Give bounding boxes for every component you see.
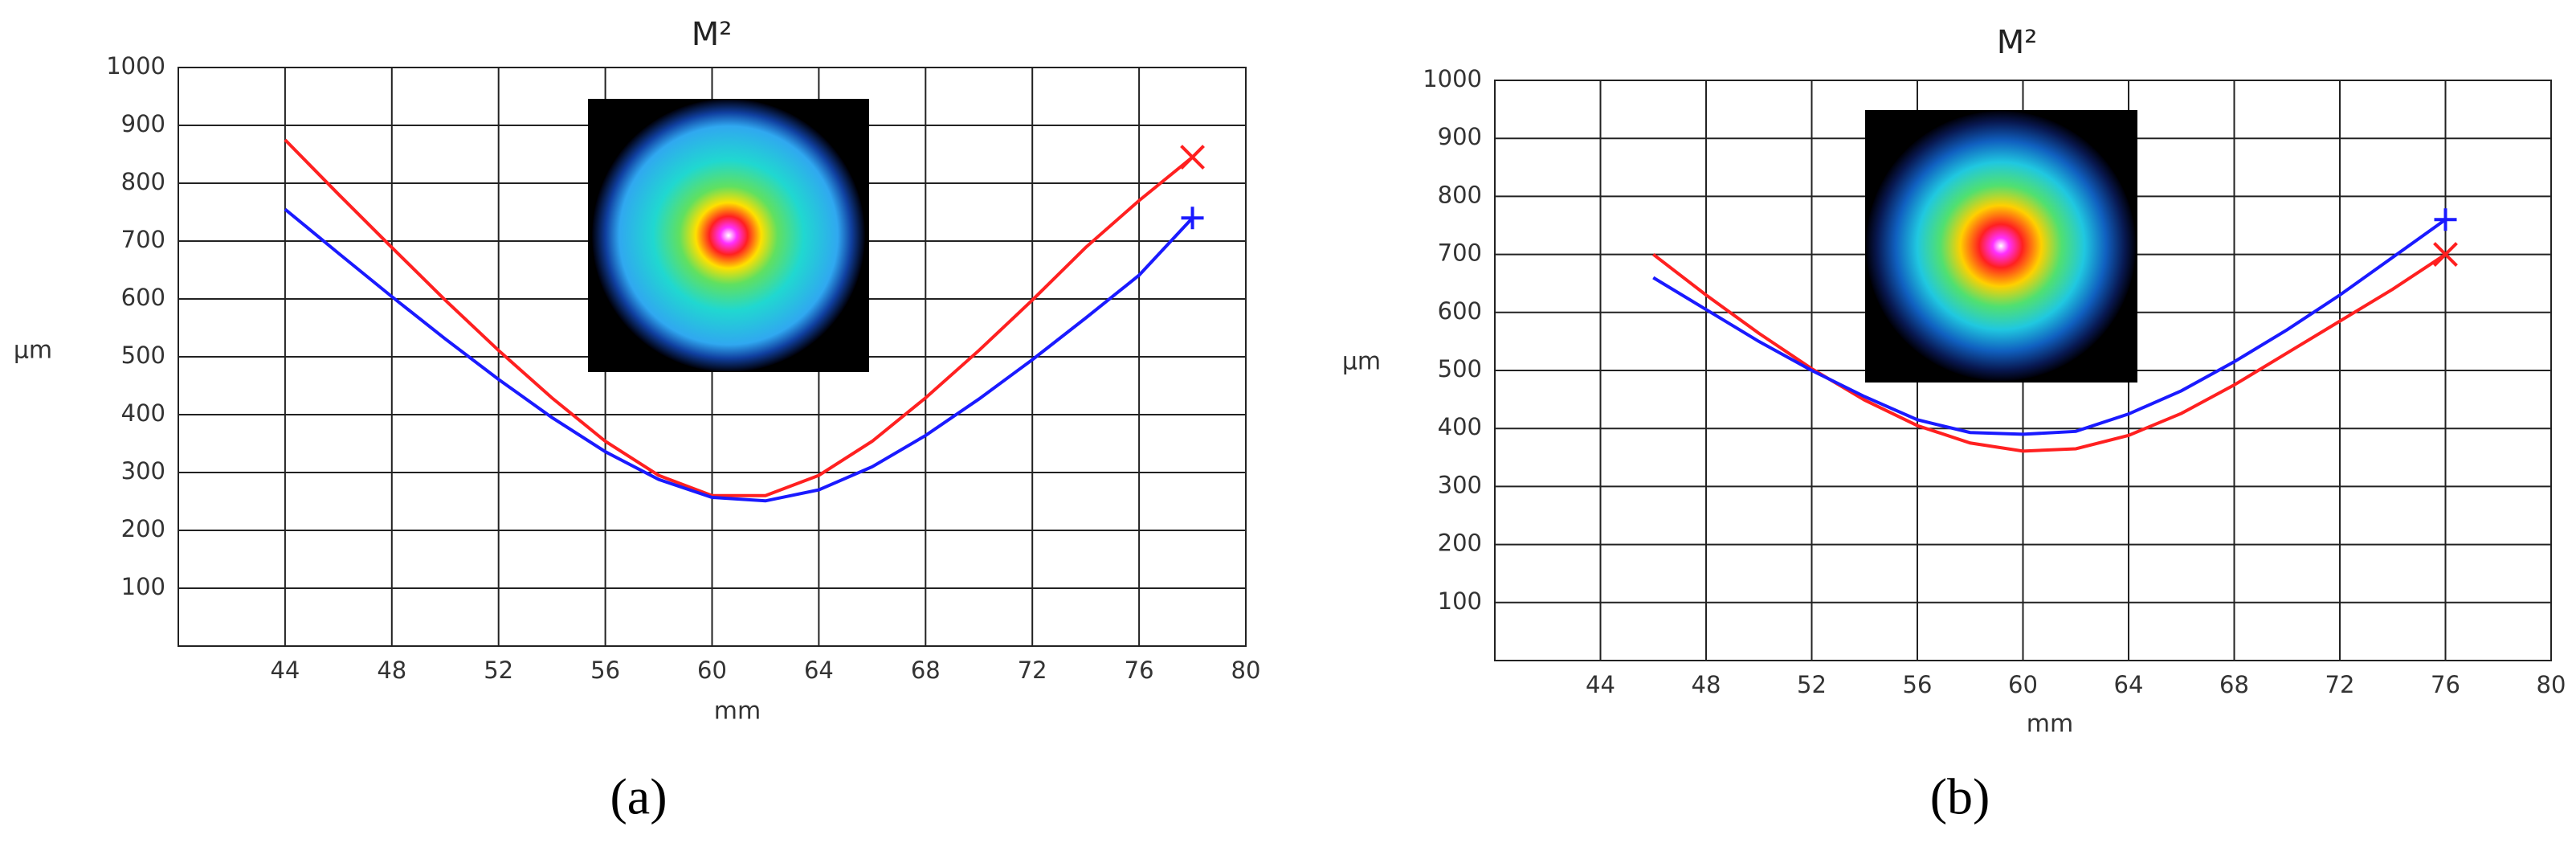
end-marker xyxy=(1181,207,1204,230)
end-marker xyxy=(2433,242,2458,268)
x-axis-label: mm xyxy=(714,698,761,726)
panel-label: (b) xyxy=(1930,768,1990,825)
x-tick-label: 68 xyxy=(911,657,941,684)
x-tick-label: 48 xyxy=(377,657,406,684)
x-axis-label: mm xyxy=(2027,710,2073,738)
x-tick-label: 72 xyxy=(2325,671,2355,698)
x-tick-label: 60 xyxy=(2008,671,2038,698)
y-axis-label: μm xyxy=(1342,348,1381,376)
x-tick-label: 80 xyxy=(2537,671,2566,698)
y-tick-label: 600 xyxy=(121,284,165,311)
series-line xyxy=(284,138,1194,497)
x-tick-label: 76 xyxy=(1125,657,1154,684)
x-tick-label: 44 xyxy=(270,657,300,684)
x-tick-label: 52 xyxy=(484,657,513,684)
x-tick-label: 64 xyxy=(2114,671,2144,698)
y-tick-label: 700 xyxy=(121,226,165,253)
y-axis-label: μm xyxy=(14,337,52,365)
charts: 100 200 300 400 500 600 700 800 900 1000 44 48 52 56 6… xyxy=(14,16,2566,825)
x-tick-label: 80 xyxy=(1231,657,1261,684)
x-tick-label: 72 xyxy=(1018,657,1047,684)
y-tick-label: 100 xyxy=(121,573,165,600)
y-tick-label: 800 xyxy=(121,168,165,195)
y-tick-label: 800 xyxy=(1438,181,1482,208)
series-line xyxy=(284,207,1194,503)
x-tick-label: 64 xyxy=(804,657,834,684)
y-tick-label: 900 xyxy=(1438,123,1482,150)
y-tick-label: 1000 xyxy=(106,52,165,80)
x-tick-label: 52 xyxy=(1797,671,1827,698)
x-tick-label: 56 xyxy=(1903,671,1933,698)
series-line xyxy=(1652,252,2447,453)
x-tick-label: 60 xyxy=(697,657,727,684)
x-tick-label: 48 xyxy=(1692,671,1721,698)
beam-spot xyxy=(1866,111,2136,381)
y-tick-label: 300 xyxy=(1438,471,1482,498)
y-tick-label: 200 xyxy=(1438,530,1482,557)
y-tick-label: 900 xyxy=(121,110,165,137)
x-tick-label: 76 xyxy=(2431,671,2460,698)
x-tick-label: 56 xyxy=(590,657,620,684)
y-tick-label: 400 xyxy=(121,399,165,427)
y-tick-label: 200 xyxy=(121,515,165,542)
end-marker xyxy=(2434,208,2457,231)
y-tick-label: 1000 xyxy=(1423,65,1482,92)
y-tick-label: 100 xyxy=(1438,587,1482,615)
series-line xyxy=(1652,218,2447,436)
chart-title: M² xyxy=(692,16,733,53)
x-tick-label: 68 xyxy=(2219,671,2249,698)
end-marker xyxy=(1180,145,1205,170)
y-tick-label: 500 xyxy=(1438,355,1482,383)
chart-title: M² xyxy=(1997,24,2038,61)
panel-label: (a) xyxy=(610,768,667,825)
y-tick-label: 600 xyxy=(1438,297,1482,325)
y-tick-label: 500 xyxy=(121,342,165,369)
y-tick-label: 400 xyxy=(1438,413,1482,440)
beam-spot xyxy=(592,99,865,372)
x-tick-label: 44 xyxy=(1586,671,1615,698)
y-tick-label: 700 xyxy=(1438,239,1482,267)
y-tick-label: 300 xyxy=(121,457,165,485)
